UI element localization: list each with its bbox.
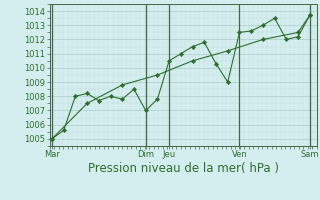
X-axis label: Pression niveau de la mer( hPa ): Pression niveau de la mer( hPa ) [88, 162, 279, 175]
